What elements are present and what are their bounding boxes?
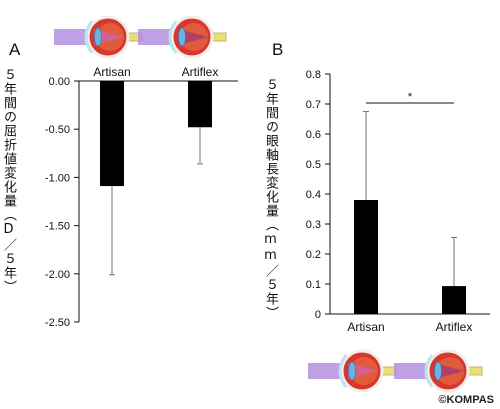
panel-b-y-tick-label: 0.7 bbox=[306, 99, 321, 111]
panel-a-category-label: Artiflex bbox=[182, 65, 219, 79]
phakic-lens-icon bbox=[348, 361, 356, 381]
cornea-icon bbox=[168, 20, 178, 54]
eye-illustration-artisan-top bbox=[54, 15, 143, 59]
panel-a-category-label: Artisan bbox=[93, 65, 130, 79]
panel-b-y-axis-label: ５年間の眼軸長変化量（mm／５年） bbox=[263, 78, 278, 320]
cornea-icon bbox=[424, 354, 434, 388]
phakic-lens-icon bbox=[434, 361, 442, 381]
panel-b-bar bbox=[442, 286, 466, 314]
panel-a-y-tick-label: 0.00 bbox=[49, 76, 70, 88]
panel-b-y-tick-label: 0.8 bbox=[306, 69, 321, 81]
cornea-icon bbox=[338, 354, 348, 388]
significance-marker: * bbox=[408, 91, 413, 103]
panel-b-y-tick-label: 0.6 bbox=[306, 129, 321, 141]
panel-a-y-tick-label: -2.00 bbox=[45, 269, 70, 281]
panel-a-bar bbox=[188, 81, 212, 128]
panel-b-y-tick-label: 0.5 bbox=[306, 159, 321, 171]
cornea-icon bbox=[84, 20, 94, 54]
panel-a-y-axis-label: ５年間の屈折値変化量（D／５年） bbox=[1, 68, 16, 294]
panel-a-chart: A 0.00 -0.50 -1.00 -1.50 -2.00 -2.50 Artisan Art… bbox=[9, 40, 238, 329]
panel-b-y-tick-label: 0.4 bbox=[306, 189, 321, 201]
panel-b-y-tick-label: 0.3 bbox=[306, 219, 321, 231]
light-beam bbox=[308, 363, 344, 379]
panel-b-category-label: Artisan bbox=[347, 320, 384, 334]
panel-a-letter: A bbox=[9, 40, 21, 59]
light-beam bbox=[138, 29, 174, 45]
panel-b-y-tick-label: 0.1 bbox=[306, 279, 321, 291]
panel-b-category-label: Artiflex bbox=[436, 320, 473, 334]
panel-b-y-tick-label: 0.2 bbox=[306, 249, 321, 261]
panel-a-bar bbox=[100, 81, 124, 187]
panel-a-y-tick-label: -0.50 bbox=[45, 124, 70, 136]
panel-b-letter: B bbox=[272, 40, 283, 59]
phakic-lens-icon bbox=[178, 27, 186, 47]
eye-illustration-artiflex-bottom bbox=[394, 349, 483, 393]
phakic-lens-icon bbox=[94, 27, 102, 47]
light-beam bbox=[54, 29, 90, 45]
panel-b-chart: B 0 0.1 0.2 0.3 0.4 0.5 0.6 0.7 0.8 Artisan Artifle… bbox=[272, 40, 490, 334]
panel-a-y-tick-label: -2.50 bbox=[45, 317, 70, 329]
copyright-credit: ©KOMPAS bbox=[438, 394, 494, 406]
panel-b-bar bbox=[354, 200, 378, 314]
panel-a-y-tick-label: -1.50 bbox=[45, 221, 70, 233]
eye-illustrations bbox=[54, 15, 483, 393]
light-beam bbox=[394, 363, 430, 379]
eye-illustration-artiflex-top bbox=[138, 15, 227, 59]
eye-illustration-artisan-bottom bbox=[308, 349, 397, 393]
panel-a-y-tick-label: -1.00 bbox=[45, 172, 70, 184]
panel-b-y-tick-label: 0 bbox=[315, 309, 321, 321]
